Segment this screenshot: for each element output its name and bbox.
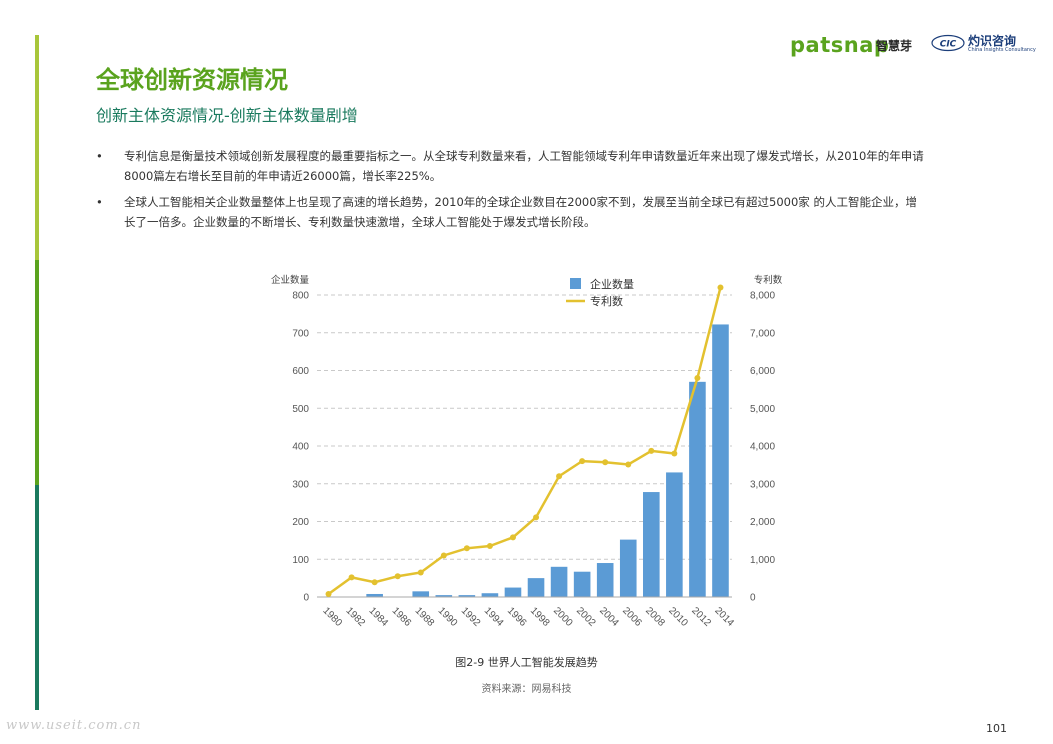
y-left-axis-title: 企业数量 [271, 274, 310, 286]
y-right-axis-title: 专利数 [754, 274, 782, 286]
patent-point [694, 375, 701, 382]
x-tick-label: 1992 [459, 605, 483, 629]
y-left-tick-label: 700 [292, 328, 309, 339]
bar [689, 381, 706, 597]
accent-bar-top [35, 35, 39, 260]
page-title: 全球创新资源情况 [96, 66, 288, 94]
patent-point [348, 574, 355, 581]
y-right-tick-label: 1,000 [750, 555, 775, 566]
bar [619, 539, 637, 597]
bar [712, 324, 729, 597]
page-subtitle: 创新主体资源情况-创新主体数量剧增 [96, 106, 358, 125]
x-tick-label: 2006 [620, 605, 644, 629]
x-tick-label: 2000 [551, 605, 575, 629]
bullet-list: • 专利信息是衡量技术领域创新发展程度的最重要指标之一。从全球专利数量来看，人工… [96, 146, 926, 238]
x-tick-label: 1998 [528, 605, 552, 629]
bar [458, 595, 476, 597]
patent-point [509, 534, 516, 541]
bullet-item: • 专利信息是衡量技术领域创新发展程度的最重要指标之一。从全球专利数量来看，人工… [96, 146, 926, 186]
watermark: www.useit.com.cn [6, 718, 142, 733]
patsnap-cn-logo: 智慧芽 [876, 39, 913, 53]
bar [550, 566, 568, 597]
chart-source: 资料来源：网易科技 [481, 684, 572, 695]
patent-point [325, 590, 332, 597]
bullet-text: 全球人工智能相关企业数量整体上也呈现了高速的增长趋势，2010年的全球企业数目在… [124, 195, 917, 229]
legend-bar-label: 企业数量 [590, 277, 634, 291]
bar [481, 593, 499, 597]
accent-bar-middle [35, 260, 39, 485]
cic-cn-logo: 灼识咨询 [968, 34, 1017, 48]
y-right-tick-label: 5,000 [750, 404, 775, 415]
x-tick-label: 2010 [666, 605, 690, 629]
cic-logo-icon: CIC [931, 34, 965, 52]
patent-point [463, 545, 470, 552]
chart-caption: 图2-9 世界人工智能发展趋势 [455, 656, 598, 669]
cic-en-logo: China Insights Consultancy [968, 47, 1036, 53]
bar [366, 593, 383, 597]
patent-point [371, 579, 378, 586]
y-left-tick-label: 600 [292, 366, 309, 377]
bullet-text: 专利信息是衡量技术领域创新发展程度的最重要指标之一。从全球专利数量来看，人工智能… [124, 149, 924, 183]
patent-point [486, 543, 493, 550]
bullet-dot: • [96, 149, 103, 163]
bullet-dot: • [96, 195, 103, 209]
bar [412, 591, 430, 597]
patent-point [579, 458, 586, 465]
y-left-tick-label: 800 [292, 291, 309, 302]
x-tick-label: 1990 [436, 605, 460, 629]
x-tick-label: 1986 [390, 605, 414, 629]
x-tick-label: 1996 [505, 605, 529, 629]
patent-point [602, 459, 609, 466]
patsnap-logo: patsnap [790, 33, 890, 57]
y-right-tick-label: 7,000 [750, 328, 775, 339]
patent-point [556, 473, 563, 480]
y-right-tick-label: 4,000 [750, 442, 775, 453]
x-tick-label: 2012 [689, 605, 713, 629]
y-left-tick-label: 200 [292, 517, 309, 528]
x-tick-label: 2014 [712, 605, 736, 629]
y-left-tick-label: 300 [292, 479, 309, 490]
x-tick-label: 2002 [574, 605, 598, 629]
bar [527, 578, 545, 597]
x-tick-label: 1984 [367, 605, 391, 629]
y-right-tick-label: 8,000 [750, 291, 775, 302]
page-number: 101 [986, 722, 1007, 735]
patent-point [440, 552, 447, 559]
legend-line-label: 专利数 [590, 294, 623, 308]
x-tick-label: 1982 [343, 605, 367, 629]
bar [643, 492, 660, 597]
patent-point [417, 569, 424, 576]
patent-point [717, 284, 724, 291]
patent-point [671, 450, 678, 457]
x-tick-label: 2008 [643, 605, 667, 629]
patent-point [625, 461, 632, 468]
bar [573, 571, 591, 597]
x-tick-label: 1988 [413, 605, 437, 629]
bar [596, 563, 614, 597]
y-right-tick-label: 6,000 [750, 366, 775, 377]
legend-bar-swatch [570, 278, 581, 289]
cic-logo-text: CIC [940, 40, 957, 50]
y-right-tick-label: 0 [750, 593, 756, 604]
x-tick-label: 2004 [597, 605, 621, 629]
accent-bar-bottom [35, 485, 39, 710]
ai-trend-chart: 0 100 200 300 400 500 600 700 800 0 1,000 2,000 3,00… [271, 274, 782, 629]
y-left-tick-label: 0 [303, 593, 309, 604]
patent-point [394, 573, 401, 580]
y-left-tick-label: 100 [292, 555, 309, 566]
bar [666, 472, 683, 597]
bar [504, 587, 522, 597]
y-right-tick-label: 3,000 [750, 479, 775, 490]
x-tick-label: 1980 [320, 605, 344, 629]
y-right-tick-label: 2,000 [750, 517, 775, 528]
x-tick-label: 1994 [482, 605, 506, 629]
bar [435, 595, 453, 597]
y-left-tick-label: 400 [292, 442, 309, 453]
patent-series-line [327, 287, 722, 595]
y-left-tick-label: 500 [292, 404, 309, 415]
patent-point [533, 514, 540, 521]
bullet-item: • 全球人工智能相关企业数量整体上也呈现了高速的增长趋势，2010年的全球企业数… [96, 192, 926, 232]
patent-point [648, 447, 655, 454]
